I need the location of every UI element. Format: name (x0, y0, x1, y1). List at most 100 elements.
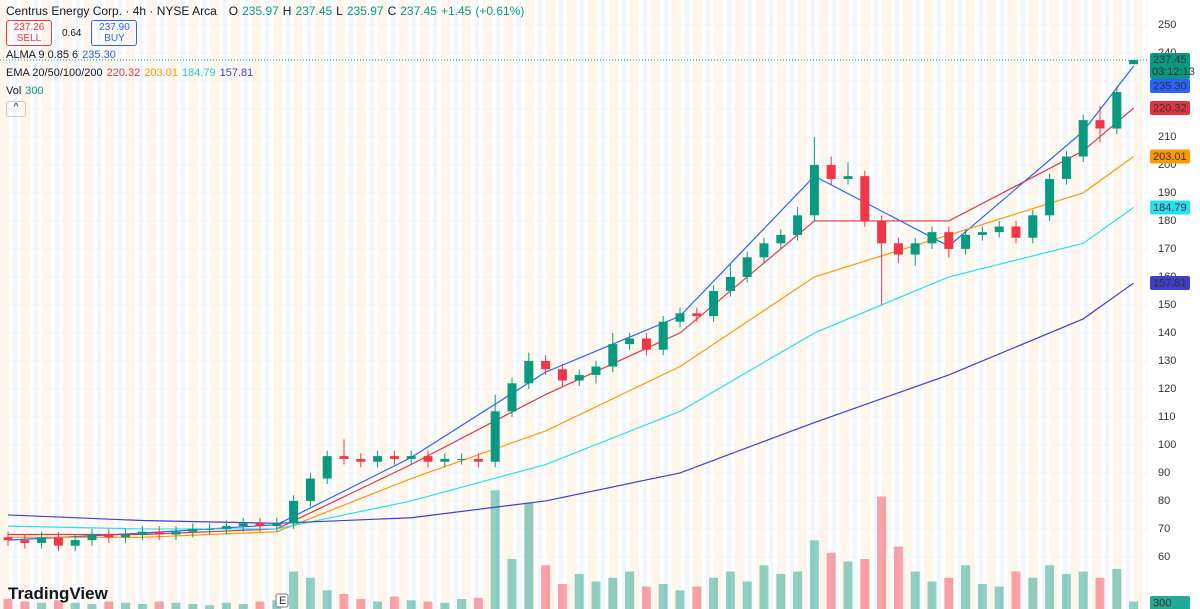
candle-body (557, 369, 567, 381)
candle-body (1112, 92, 1122, 129)
candle-body (389, 456, 399, 459)
candle-body (3, 537, 13, 541)
candle-body (406, 456, 416, 459)
y-tick-label: 110 (1158, 411, 1176, 423)
y-tick-label: 70 (1158, 523, 1170, 535)
candle-body (692, 313, 702, 317)
volume-bar (356, 599, 366, 609)
ema200-value: 157.81 (219, 67, 254, 79)
ema50-value: 203.01 (144, 67, 178, 79)
candle-body (893, 243, 903, 255)
candle-body (356, 458, 366, 462)
candle-body (490, 411, 500, 462)
volume-bar (289, 571, 299, 609)
y-tick-label: 90 (1158, 467, 1170, 479)
volume-bar (910, 571, 920, 609)
buy-button[interactable]: 237.90 BUY (91, 20, 138, 46)
candle-body (53, 537, 63, 546)
candle-body (20, 540, 30, 543)
spread: 0.64 (62, 27, 82, 39)
candle-body (70, 540, 80, 546)
volume-bar (490, 490, 500, 609)
candle-body (507, 383, 517, 412)
candle-body (121, 534, 131, 538)
volume-bar (205, 605, 215, 609)
candle-body (154, 531, 164, 535)
candle-body (1129, 60, 1139, 65)
candle-body (541, 360, 551, 370)
candle-body (574, 374, 584, 381)
ema-price-label-box (1150, 149, 1190, 164)
candle-body (641, 338, 651, 350)
change-pct: (+0.61%) (475, 4, 525, 18)
candle-body (272, 523, 282, 527)
candle-body (843, 176, 853, 179)
candle-body (1095, 120, 1105, 129)
candle-body (977, 232, 987, 235)
volume-bar (507, 559, 517, 609)
indicator-line (8, 156, 1134, 538)
volume-bar (37, 602, 47, 609)
last-price-box (1150, 53, 1190, 80)
volume-bar (1112, 569, 1122, 609)
ema-price-label: 203.01 (1153, 151, 1187, 163)
volume-bar (557, 584, 567, 609)
l-label: L (336, 4, 343, 18)
volume-bar (977, 584, 987, 609)
collapse-button[interactable]: ^ (6, 101, 26, 117)
volume-bar (574, 574, 584, 609)
volume-bar (221, 602, 231, 609)
candle-body (1028, 215, 1038, 238)
candle-body (423, 456, 433, 462)
candle-body (675, 313, 685, 322)
candle-body (625, 338, 635, 345)
candle-body (608, 344, 618, 367)
volume-bar (877, 496, 887, 609)
h-label: H (282, 4, 292, 18)
candle-body (188, 528, 198, 532)
candle-body (205, 528, 215, 530)
alma-row: ALMA 9 0.85 6 235.30 (6, 46, 524, 64)
candle-body (221, 526, 231, 529)
volume-bar (1129, 601, 1139, 609)
brand-logo[interactable]: TradingView (8, 584, 108, 604)
vol-label: Vol (6, 85, 22, 97)
volume-bar (3, 599, 13, 609)
ema-price-label: 220.32 (1153, 102, 1187, 114)
last-price-label: 237.45 (1153, 54, 1187, 66)
volume-bar (675, 590, 685, 609)
volume-bar (625, 571, 635, 609)
candle-body (255, 523, 265, 527)
volume-bar (843, 561, 853, 609)
candle-body (877, 220, 887, 244)
collapse-row: ^ (6, 100, 524, 118)
symbol-title[interactable]: Centrus Energy Corp. · 4h · NYSE Arca (6, 4, 217, 18)
trade-row: 237.26 SELL 0.64 237.90 BUY (6, 20, 524, 46)
candle-body (826, 164, 836, 179)
volume-price-label: 300 (1153, 597, 1171, 609)
candle-body (742, 257, 752, 277)
volume-bar (641, 586, 651, 609)
l-value: 235.97 (346, 4, 384, 18)
volume-bar (1028, 577, 1038, 609)
candle-body (809, 164, 819, 216)
y-tick-label: 60 (1158, 551, 1170, 563)
candle-body (944, 232, 954, 249)
candle-body (87, 534, 97, 541)
volume-bar (305, 577, 315, 609)
candle-body (961, 234, 971, 249)
volume-bar (1078, 571, 1088, 609)
sell-button[interactable]: 237.26 SELL (6, 20, 52, 46)
volume-bar (776, 574, 786, 609)
indicator-line (7, 282, 1134, 524)
alma-price-label-box (1150, 79, 1190, 94)
volume-bar (154, 601, 164, 609)
candle-body (473, 458, 483, 462)
vol-value: 300 (25, 85, 44, 97)
volume-bar (524, 502, 534, 609)
volume-bar (860, 559, 870, 609)
volume-bar (893, 546, 903, 609)
volume-bar (809, 540, 819, 609)
